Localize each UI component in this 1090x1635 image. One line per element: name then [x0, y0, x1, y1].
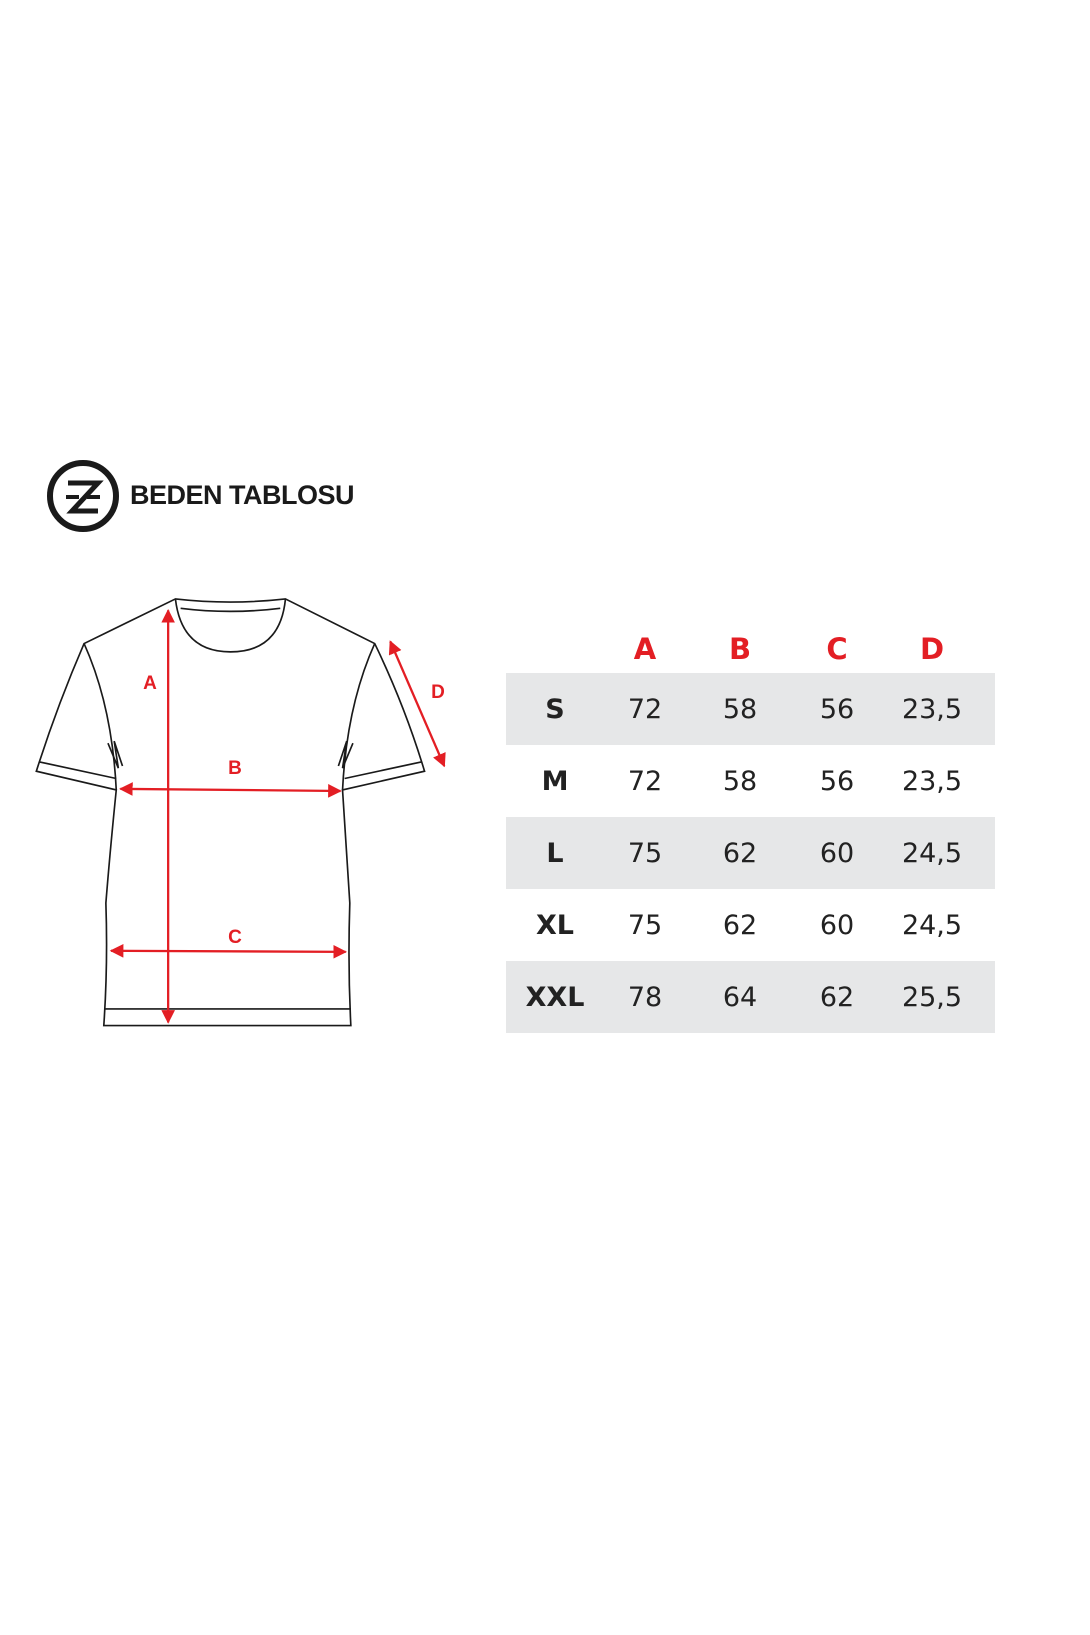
table-row: M 72 58 56 23,5 — [506, 745, 995, 817]
size-label: S — [545, 693, 565, 725]
cell-c: 56 — [819, 693, 855, 725]
arrow-c — [109, 944, 348, 959]
cell-d: 24,5 — [901, 909, 963, 941]
cell-d: 25,5 — [901, 981, 963, 1013]
size-label: M — [541, 765, 569, 797]
cell-a: 75 — [627, 909, 663, 941]
page-title: BEDEN TABLOSU — [130, 480, 355, 510]
column-header-a: A — [633, 632, 657, 666]
tshirt-outline — [35, 598, 426, 1027]
column-header-b: B — [728, 632, 752, 666]
cell-b: 64 — [722, 981, 758, 1013]
table-header: A B C D — [506, 625, 995, 673]
table-row: L 75 62 60 24,5 — [506, 817, 995, 889]
cell-c: 60 — [819, 837, 855, 869]
cell-b: 58 — [722, 693, 758, 725]
table-row: XL 75 62 60 24,5 — [506, 889, 995, 961]
cell-d: 24,5 — [901, 837, 963, 869]
cell-c: 60 — [819, 909, 855, 941]
cell-c: 56 — [819, 765, 855, 797]
table-row: S 72 58 56 23,5 — [506, 673, 995, 745]
table-row: XXL 78 64 62 25,5 — [506, 961, 995, 1033]
cell-a: 78 — [627, 981, 663, 1013]
label-d: D — [431, 682, 445, 703]
arrow-b — [119, 782, 342, 798]
cell-c: 62 — [819, 981, 855, 1013]
ze-logo-icon — [47, 460, 119, 532]
cell-d: 23,5 — [901, 765, 963, 797]
size-label: L — [546, 837, 564, 869]
size-label: XL — [535, 909, 575, 941]
cell-a: 72 — [627, 765, 663, 797]
column-header-c: C — [826, 632, 848, 666]
label-b: B — [228, 758, 242, 779]
size-table: A B C D S 72 58 56 23,5 M 72 58 56 23,5 … — [506, 625, 995, 1033]
arrow-d — [388, 640, 446, 768]
cell-b: 62 — [722, 837, 758, 869]
cell-a: 75 — [627, 837, 663, 869]
label-a: A — [143, 673, 157, 694]
cell-d: 23,5 — [901, 693, 963, 725]
size-label: XXL — [525, 981, 585, 1013]
cell-b: 62 — [722, 909, 758, 941]
column-header-d: D — [919, 632, 945, 666]
cell-a: 72 — [627, 693, 663, 725]
cell-b: 58 — [722, 765, 758, 797]
label-c: C — [228, 927, 242, 948]
